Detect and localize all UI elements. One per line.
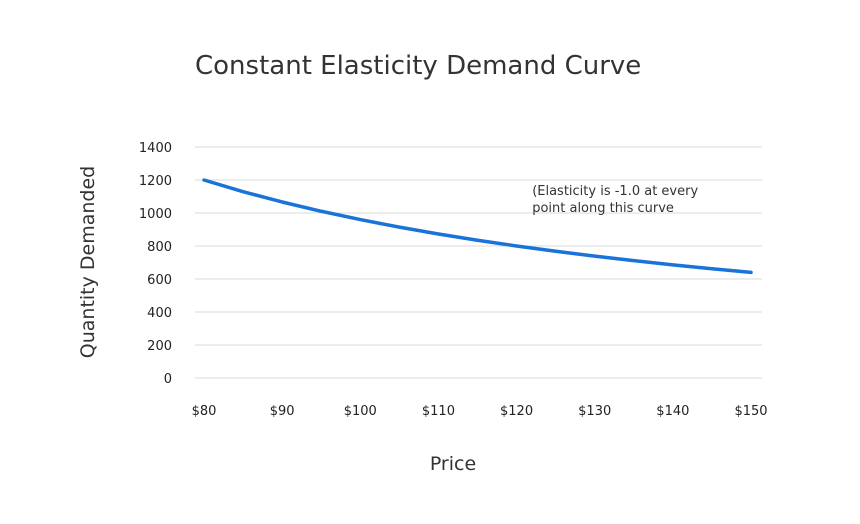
- annotation: (Elasticity is -1.0 at every point along …: [532, 184, 698, 216]
- x-axis-title: Price: [430, 453, 476, 475]
- y-tick-label: 0: [164, 372, 172, 387]
- x-tick-label: $130: [578, 404, 611, 419]
- x-tick-label: $100: [344, 404, 377, 419]
- chart-title: Constant Elasticity Demand Curve: [195, 51, 641, 81]
- series-layer: [202, 178, 753, 275]
- y-tick-label: 600: [147, 273, 172, 288]
- x-tick-label: $110: [422, 404, 455, 419]
- y-tick-label: 1200: [139, 174, 172, 189]
- y-tick-label: 1000: [139, 207, 172, 222]
- annotation-line: point along this curve: [532, 201, 674, 216]
- y-tick-label: 800: [147, 240, 172, 255]
- x-axis-ticks: $80 $90 $100 $110 $120 $130 $140 $150: [192, 404, 768, 419]
- x-tick-label: $140: [656, 404, 689, 419]
- y-tick-label: 1400: [139, 141, 172, 156]
- y-axis-title: Quantity Demanded: [77, 166, 99, 358]
- demand-curve-line: [202, 178, 753, 275]
- x-tick-label: $80: [192, 404, 217, 419]
- y-tick-label: 200: [147, 339, 172, 354]
- x-tick-label: $90: [270, 404, 295, 419]
- y-tick-label: 400: [147, 306, 172, 321]
- y-axis-ticks: 0 200 400 600 800 1000 1200 1400: [139, 141, 172, 387]
- grid: [195, 146, 762, 379]
- x-tick-label: $150: [734, 404, 767, 419]
- x-tick-label: $120: [500, 404, 533, 419]
- annotation-line: (Elasticity is -1.0 at every: [532, 184, 698, 199]
